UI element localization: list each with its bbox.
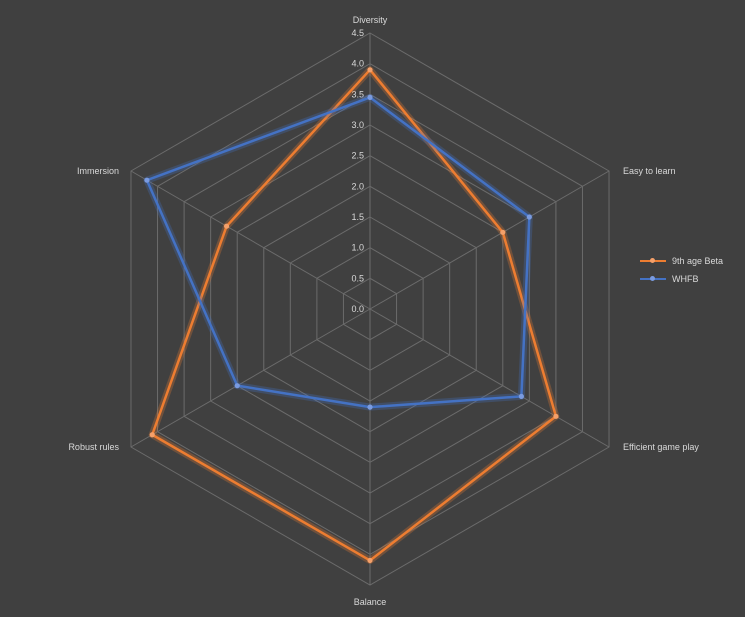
tick-label: 0.5 (351, 273, 364, 283)
data-point-9th-age-beta (500, 229, 506, 235)
tick-labels: 0.0 0.5 1.0 1.5 2.0 2.5 3.0 3.5 4.0 4.5 (351, 28, 364, 314)
chart-legend: 9th age Beta WHFB (640, 252, 723, 288)
axis-label-diversity: Diversity (353, 15, 388, 25)
legend-label-9th-age-beta: 9th age Beta (672, 256, 724, 266)
grid-spoke (369, 170, 610, 310)
data-point-9th-age-beta (149, 432, 155, 438)
data-point-9th-age-beta (553, 413, 559, 419)
legend-item-9th-age-beta: 9th age Beta (640, 252, 723, 270)
axis-label-immersion: Immersion (77, 166, 119, 176)
legend-item-whfb: WHFB (640, 270, 723, 288)
series-glow-9th-age-beta (148, 66, 560, 564)
data-point-whfb (234, 383, 240, 389)
tick-label: 1.5 (351, 212, 364, 222)
legend-swatch-9th-age-beta (640, 257, 666, 265)
axis-label-balance: Balance (354, 597, 387, 607)
grid-spoke (369, 308, 610, 448)
data-point-whfb (526, 214, 532, 220)
data-point-9th-age-beta (367, 67, 373, 73)
axis-label-easy-to-learn: Easy to learn (623, 166, 676, 176)
data-point-whfb (518, 393, 524, 399)
data-point-9th-age-beta (367, 557, 373, 564)
tick-label: 3.5 (351, 89, 364, 99)
legend-swatch-whfb (640, 275, 666, 283)
data-point-whfb (367, 404, 373, 410)
axis-label-efficient-game-play: Efficient game play (623, 442, 699, 452)
tick-label: 4.0 (351, 59, 364, 69)
grid-spoke (130, 308, 371, 448)
tick-label: 1.0 (351, 243, 364, 253)
tick-label: 0.0 (351, 304, 364, 314)
legend-label-whfb: WHFB (672, 274, 699, 284)
data-point-9th-age-beta (223, 223, 230, 229)
tick-label: 2.0 (351, 181, 364, 191)
data-point-whfb (144, 177, 150, 183)
axis-labels: Diversity Easy to learn Efficient game pla… (68, 15, 699, 607)
axis-label-robust-rules: Robust rules (68, 442, 119, 452)
series-layer (143, 66, 560, 564)
tick-label: 4.5 (351, 28, 364, 38)
tick-label: 2.5 (351, 151, 364, 161)
tick-label: 3.0 (351, 120, 364, 130)
data-point-whfb (367, 94, 373, 100)
series-line-9th-age-beta (150, 68, 558, 562)
grid-spoke (130, 170, 371, 310)
